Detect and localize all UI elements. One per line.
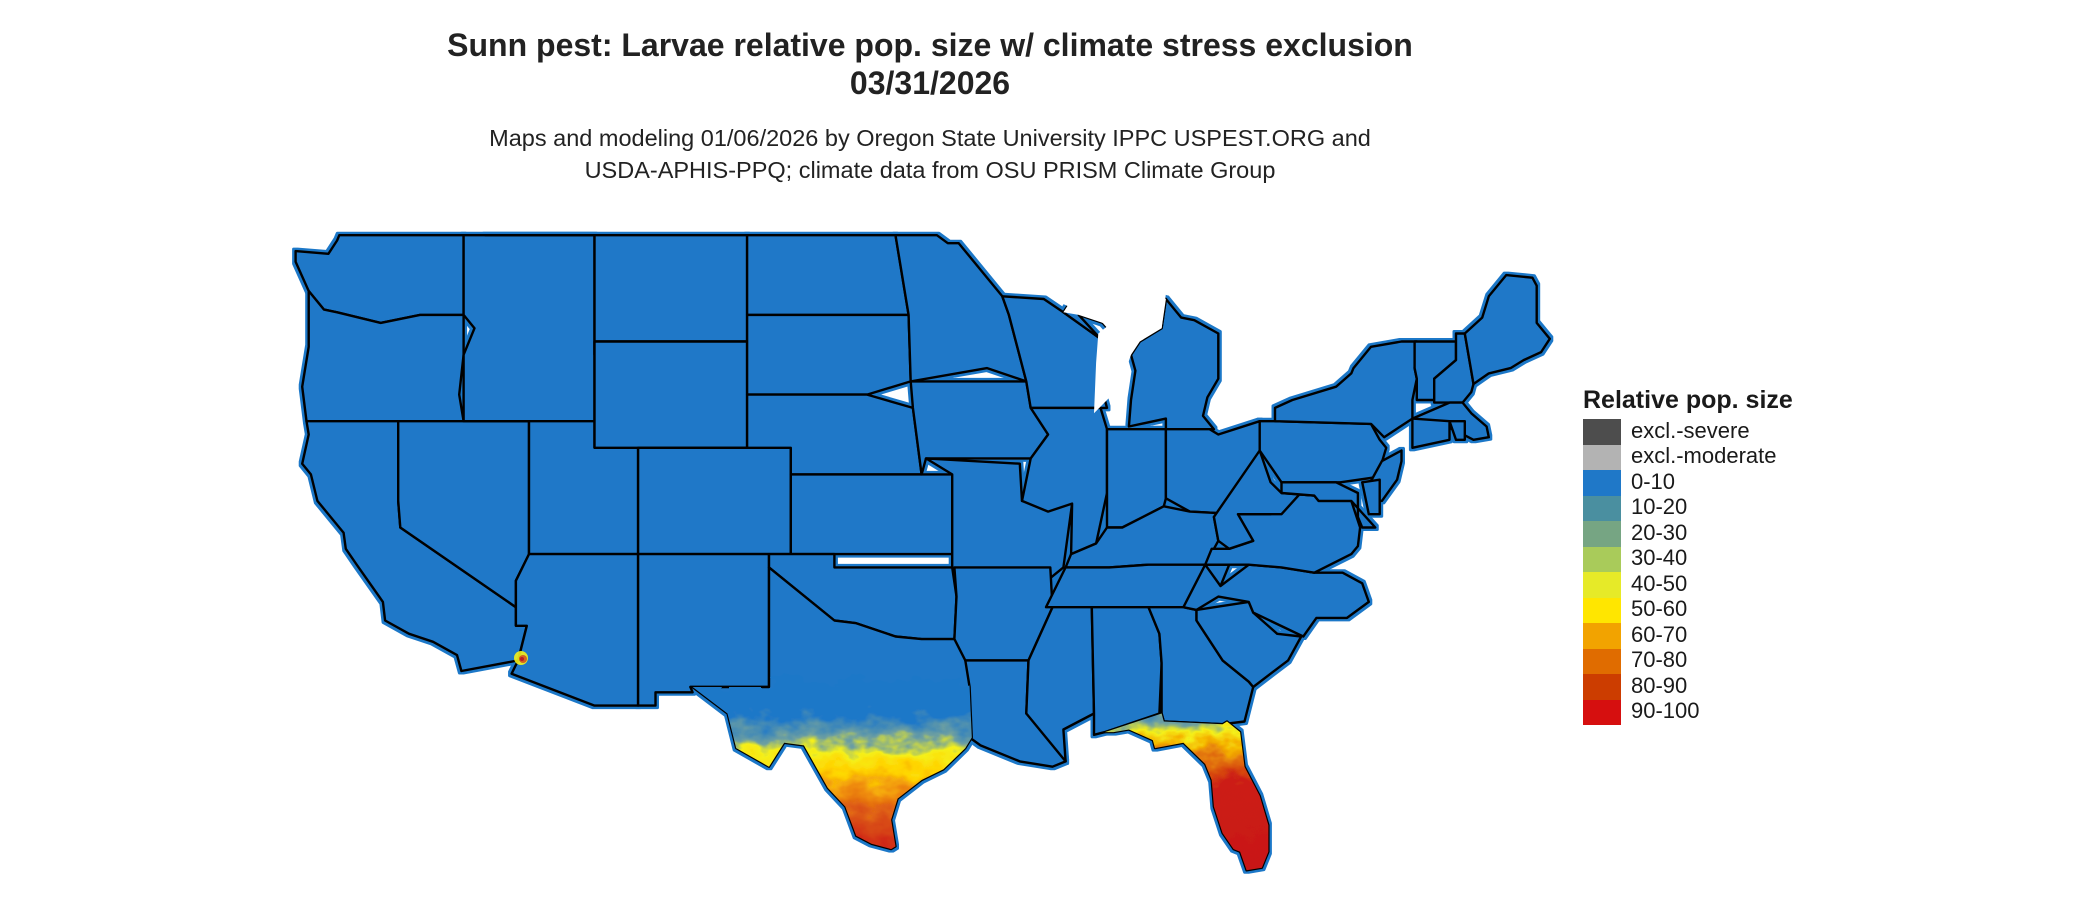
- NM: [638, 554, 769, 706]
- DE: [1362, 480, 1380, 515]
- SD: [747, 315, 911, 395]
- CO: [638, 448, 791, 554]
- PA: [1260, 421, 1387, 482]
- ID: [464, 235, 595, 421]
- KS: [791, 474, 952, 554]
- RI: [1450, 421, 1465, 440]
- AZ: [512, 554, 638, 706]
- AL: [1092, 607, 1162, 735]
- ME: [1465, 275, 1550, 384]
- ND: [747, 235, 909, 315]
- WY: [595, 342, 748, 448]
- NY: [1275, 342, 1417, 438]
- CT: [1412, 419, 1449, 448]
